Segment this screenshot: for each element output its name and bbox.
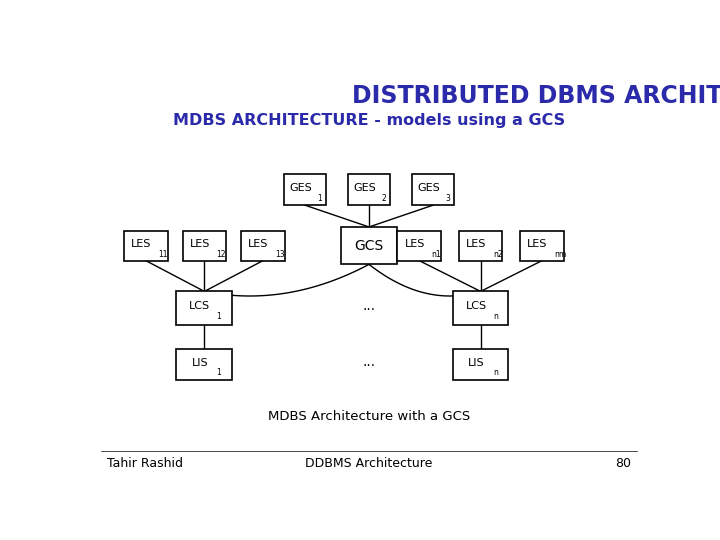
Text: n: n <box>493 368 498 377</box>
Text: GES: GES <box>418 183 440 193</box>
Text: MDBS ARCHITECTURE - models using a GCS: MDBS ARCHITECTURE - models using a GCS <box>173 113 565 129</box>
FancyBboxPatch shape <box>453 292 508 325</box>
Text: 13: 13 <box>275 250 285 259</box>
FancyBboxPatch shape <box>241 231 284 261</box>
Text: LES: LES <box>131 239 151 249</box>
Text: LES: LES <box>466 239 486 249</box>
FancyBboxPatch shape <box>521 231 564 261</box>
Text: GES: GES <box>289 183 312 193</box>
Text: 1: 1 <box>217 312 222 321</box>
Text: LIS: LIS <box>192 357 208 368</box>
FancyBboxPatch shape <box>348 174 390 205</box>
FancyBboxPatch shape <box>284 174 325 205</box>
Text: DISTRIBUTED DBMS ARCHITECTURE: DISTRIBUTED DBMS ARCHITECTURE <box>352 84 720 108</box>
Text: 3: 3 <box>446 194 450 202</box>
Text: LES: LES <box>190 239 210 249</box>
FancyBboxPatch shape <box>413 174 454 205</box>
FancyBboxPatch shape <box>453 349 508 380</box>
Text: n: n <box>493 312 498 321</box>
FancyBboxPatch shape <box>176 349 233 380</box>
Text: n2: n2 <box>493 250 503 259</box>
Text: 80: 80 <box>616 457 631 470</box>
Text: 2: 2 <box>382 194 386 202</box>
Text: LCS: LCS <box>189 301 210 312</box>
Text: GES: GES <box>354 183 376 193</box>
FancyBboxPatch shape <box>459 231 503 261</box>
FancyBboxPatch shape <box>183 231 226 261</box>
Text: GCS: GCS <box>354 239 384 253</box>
Text: 11: 11 <box>158 250 168 259</box>
FancyBboxPatch shape <box>176 292 233 325</box>
Text: nm: nm <box>554 250 567 259</box>
FancyBboxPatch shape <box>341 227 397 265</box>
Text: LIS: LIS <box>468 357 485 368</box>
FancyBboxPatch shape <box>124 231 168 261</box>
Text: LES: LES <box>248 239 269 249</box>
Text: LES: LES <box>405 239 425 249</box>
Text: 1: 1 <box>217 368 222 377</box>
Text: DDBMS Architecture: DDBMS Architecture <box>305 457 433 470</box>
Text: ...: ... <box>362 299 376 313</box>
Text: LES: LES <box>527 239 548 249</box>
Text: MDBS Architecture with a GCS: MDBS Architecture with a GCS <box>268 410 470 423</box>
Text: n1: n1 <box>431 250 441 259</box>
Text: Tahir Rashid: Tahir Rashid <box>107 457 183 470</box>
Text: 1: 1 <box>317 194 322 202</box>
Text: ...: ... <box>362 355 376 369</box>
Text: LCS: LCS <box>466 301 487 312</box>
Text: 12: 12 <box>217 250 226 259</box>
FancyBboxPatch shape <box>397 231 441 261</box>
